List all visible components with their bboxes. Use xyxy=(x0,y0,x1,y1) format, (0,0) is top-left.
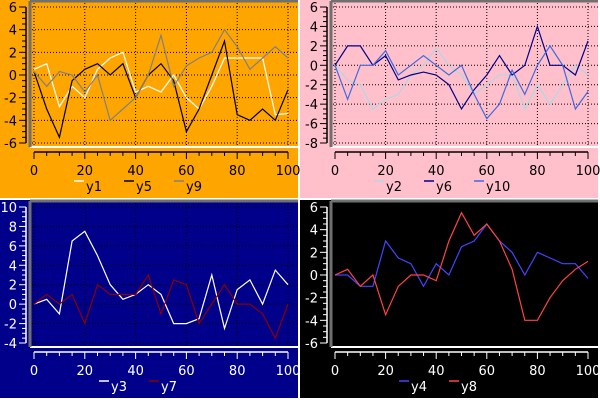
x-tick-label: 80 xyxy=(229,164,246,179)
series-line-y8 xyxy=(334,211,589,321)
legend-label: y4 xyxy=(411,380,427,395)
legend-label: y10 xyxy=(486,180,510,195)
y-tick-label: 6 xyxy=(9,1,17,16)
y-tick-label: 2 xyxy=(9,279,17,294)
y-tick-label: 0 xyxy=(9,298,17,313)
y-tick-label: 6 xyxy=(310,201,318,216)
series-line-y5 xyxy=(33,38,289,140)
x-tick-label: 60 xyxy=(178,364,195,379)
x-tick-label: 0 xyxy=(30,364,38,379)
y-tick-label: -2 xyxy=(305,79,318,94)
legend-label: y2 xyxy=(386,180,402,195)
y-tick-label: 4 xyxy=(310,20,318,35)
series-line-y1 xyxy=(33,51,289,116)
y-tick-label: -2 xyxy=(4,92,17,107)
legend-label: y8 xyxy=(461,380,477,395)
subplot-background xyxy=(0,200,298,398)
y-tick-label: -2 xyxy=(4,318,17,333)
x-tick-label: 80 xyxy=(529,364,546,379)
series-line-y10 xyxy=(334,44,589,120)
legend-label: y6 xyxy=(436,180,452,195)
x-tick-label: 100 xyxy=(576,364,600,379)
y-tick-label: -4 xyxy=(4,114,17,129)
x-tick-label: 20 xyxy=(77,364,94,379)
y-tick-label: -4 xyxy=(305,98,318,113)
y-tick-label: -6 xyxy=(305,337,318,352)
y-tick-label: -6 xyxy=(4,137,17,152)
y-tick-label: 4 xyxy=(9,24,17,39)
x-tick-label: 80 xyxy=(529,164,546,179)
x-tick-label: 0 xyxy=(331,164,339,179)
x-tick-label: 0 xyxy=(331,364,339,379)
series-line-y3 xyxy=(33,230,289,331)
subplot-background xyxy=(300,200,598,398)
legend-label: y7 xyxy=(161,380,177,395)
y-tick-label: -4 xyxy=(4,337,17,352)
x-tick-label: 60 xyxy=(178,164,195,179)
y-tick-label: 4 xyxy=(9,259,17,274)
y-tick-label: 8 xyxy=(9,220,17,235)
y-tick-label: 6 xyxy=(310,1,318,16)
x-tick-label: 100 xyxy=(576,164,600,179)
legend-label: y3 xyxy=(111,380,127,395)
y-tick-label: -2 xyxy=(305,292,318,307)
y-tick-label: -6 xyxy=(305,118,318,133)
series-line-y7 xyxy=(33,273,289,340)
series-line-y2 xyxy=(334,46,589,111)
y-tick-label: 6 xyxy=(9,240,17,255)
y-tick-label: 0 xyxy=(9,69,17,84)
x-tick-label: 20 xyxy=(377,164,394,179)
x-tick-label: 100 xyxy=(276,164,301,179)
legend-label: y9 xyxy=(186,180,202,195)
y-tick-label: 10 xyxy=(0,201,17,216)
x-tick-label: 80 xyxy=(229,364,246,379)
x-tick-label: 0 xyxy=(30,164,38,179)
x-tick-label: 60 xyxy=(479,364,496,379)
legend-label: y1 xyxy=(86,180,102,195)
y-tick-label: 0 xyxy=(310,269,318,284)
y-tick-label: 0 xyxy=(310,59,318,74)
x-tick-label: 40 xyxy=(428,164,445,179)
x-tick-label: 40 xyxy=(127,164,144,179)
series-line-y9 xyxy=(33,28,289,122)
y-tick-label: -4 xyxy=(305,314,318,329)
y-tick-label: -8 xyxy=(305,137,318,152)
subplot-background xyxy=(0,0,298,198)
x-tick-label: 40 xyxy=(428,364,445,379)
x-tick-label: 100 xyxy=(276,364,301,379)
y-tick-label: 2 xyxy=(9,46,17,61)
series-line-y4 xyxy=(335,222,589,288)
x-tick-label: 40 xyxy=(127,364,144,379)
y-tick-label: 2 xyxy=(310,40,318,55)
subplot-background xyxy=(300,0,598,198)
y-tick-label: 4 xyxy=(310,224,318,239)
y-tick-label: 2 xyxy=(310,246,318,261)
legend-label: y5 xyxy=(136,180,152,195)
x-tick-label: 20 xyxy=(377,364,394,379)
x-tick-label: 20 xyxy=(77,164,94,179)
x-tick-label: 60 xyxy=(479,164,496,179)
